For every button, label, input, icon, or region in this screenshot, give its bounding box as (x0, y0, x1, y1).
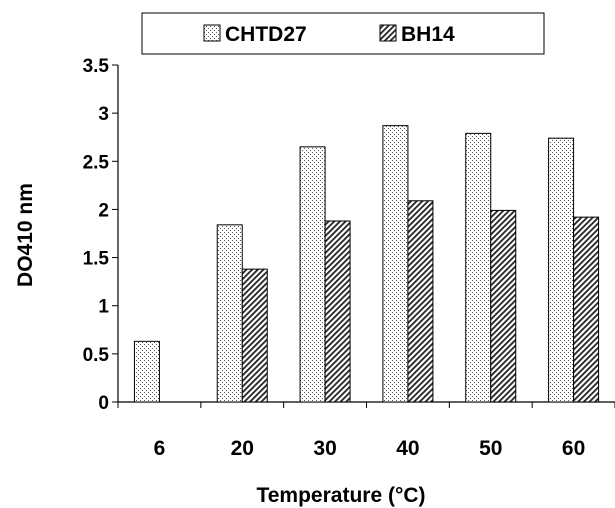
y-tick-label: 3.5 (83, 56, 110, 77)
bar-bh14-50 (490, 209, 517, 403)
x-tick-label: 40 (396, 437, 419, 460)
x-tick-label: 20 (231, 437, 254, 460)
bar-chtd27-60 (548, 137, 575, 403)
legend-box (141, 12, 545, 55)
bars (133, 125, 600, 403)
y-tick-label: 1 (98, 297, 109, 318)
y-tick-label: 1.5 (83, 249, 110, 270)
y-tick-label: 0 (98, 393, 109, 414)
bar-bh14-20 (241, 268, 268, 403)
bar-chtd27-30 (299, 146, 326, 403)
bar-chtd27-20 (216, 224, 243, 403)
bar-bh14-30 (324, 220, 351, 403)
legend-label-chtd27: CHTD27 (225, 23, 307, 46)
x-tick-label: 50 (479, 437, 502, 460)
y-tick-label: 3 (98, 104, 109, 125)
bar-bh14-60 (573, 216, 600, 403)
y-axis: 0 0.5 1 1.5 2 2.5 3 3.5 (83, 56, 119, 414)
y-tick-label: 2 (98, 200, 109, 221)
legend-label-bh14: BH14 (401, 23, 455, 46)
bar-chtd27-6 (133, 340, 160, 403)
bar-bh14-40 (407, 200, 434, 403)
legend-swatch-chtd27 (203, 24, 221, 42)
legend-swatch-bh14 (379, 24, 397, 42)
x-tick-label: 60 (562, 437, 585, 460)
bar-chtd27-50 (465, 132, 492, 403)
bar-chtd27-40 (382, 125, 409, 403)
y-axis-title: DO410 nm (14, 183, 37, 287)
x-tick-label: 30 (313, 437, 336, 460)
x-axis-title: Temperature (°C) (256, 484, 425, 507)
x-tick-label: 6 (154, 437, 166, 460)
y-tick-label: 0.5 (83, 345, 110, 366)
legend: CHTD27 BH14 (141, 12, 545, 55)
y-tick-label: 2.5 (83, 152, 110, 173)
x-axis: 6 20 30 40 50 60 (117, 401, 615, 460)
